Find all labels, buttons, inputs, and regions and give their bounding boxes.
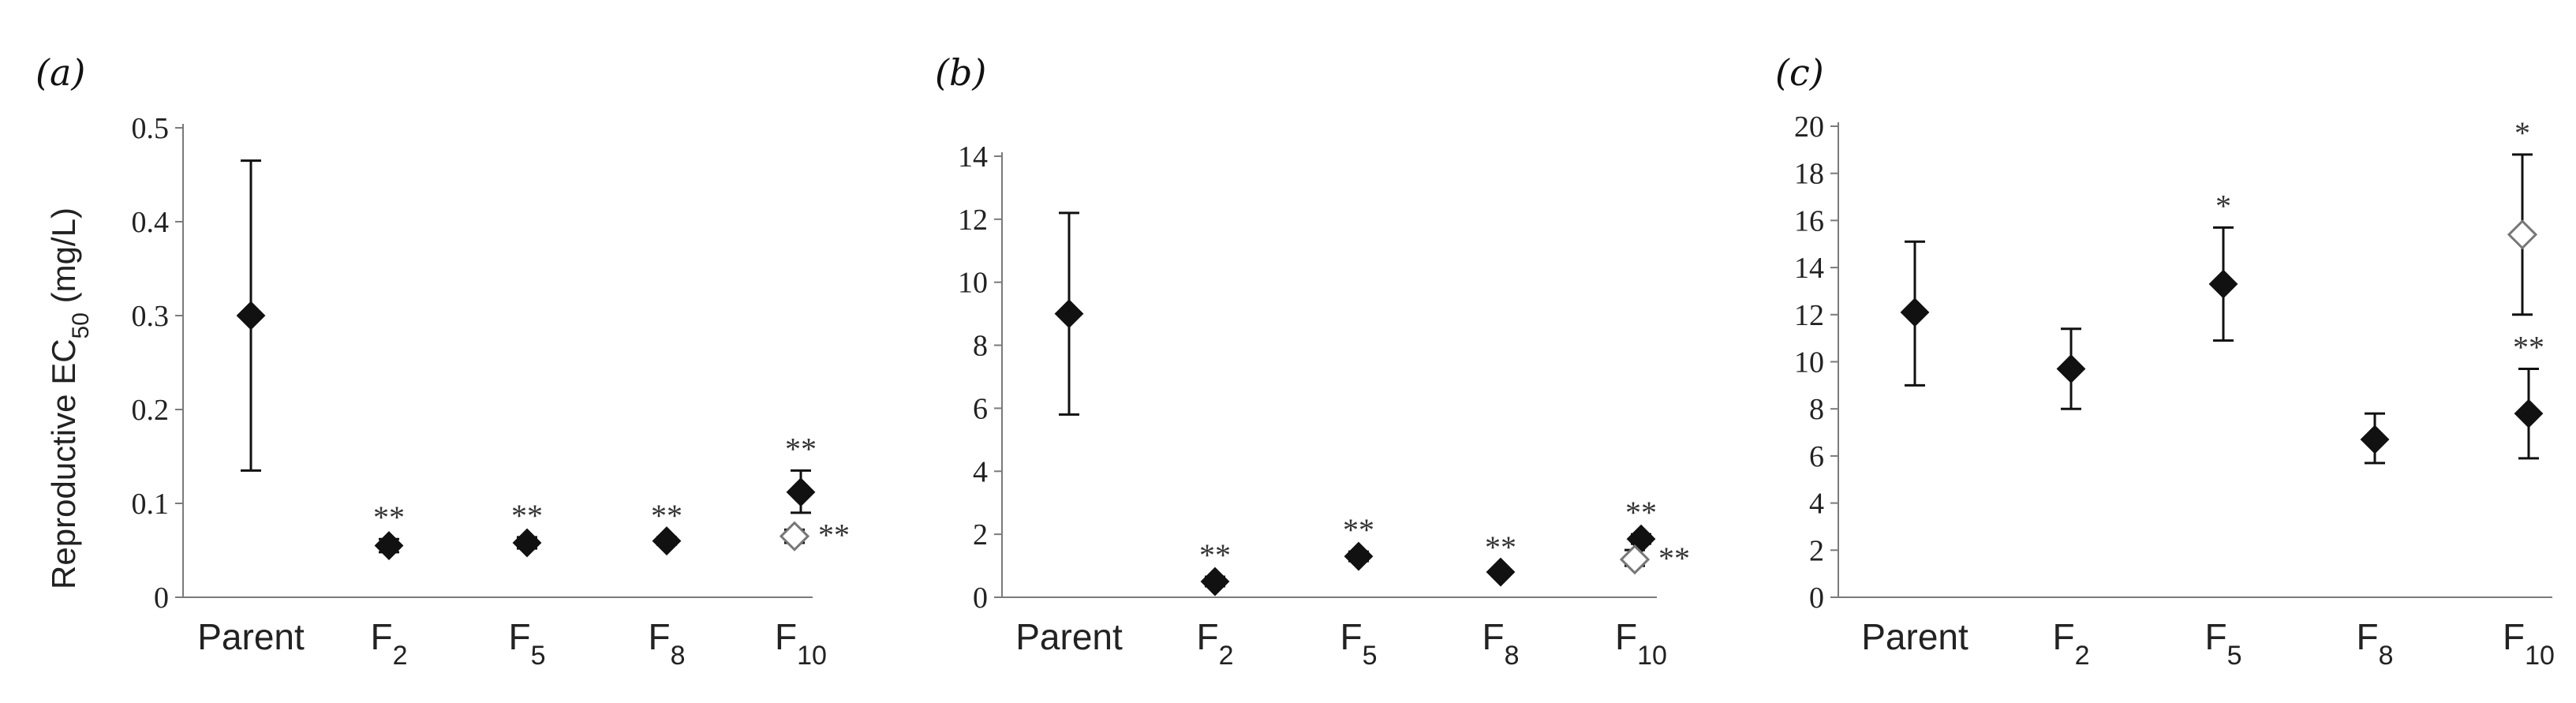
significance-marker: ** bbox=[2513, 329, 2544, 365]
panel-label: (c) bbox=[1775, 51, 1824, 94]
y-tick-label: 4 bbox=[1809, 488, 1824, 521]
data-point-filled-diamond bbox=[1900, 297, 1930, 327]
data-point-filled-diamond bbox=[2056, 354, 2086, 383]
x-tick-label: F2 bbox=[1196, 616, 1233, 671]
y-tick-label: 0.1 bbox=[132, 488, 170, 521]
significance-marker: ** bbox=[785, 431, 817, 466]
y-tick-label: 12 bbox=[958, 204, 988, 237]
y-tick-label: 0 bbox=[973, 581, 988, 615]
y-tick-label: 0.4 bbox=[132, 206, 170, 239]
panel-label: (a) bbox=[36, 51, 85, 94]
panel-a: (a) 0 0.1 0.2 0.3 0.4 0.5 Parent F2 F5 F8 F10 ** ** **… bbox=[36, 51, 850, 671]
y-tick-label: 12 bbox=[1794, 299, 1824, 332]
y-tick-label: 0 bbox=[154, 581, 169, 615]
y-tick-label: 6 bbox=[973, 392, 988, 425]
y-tick-label: 10 bbox=[958, 267, 988, 300]
y-tick-label: 10 bbox=[1794, 346, 1824, 380]
data-point-open-diamond bbox=[2507, 219, 2538, 250]
data-point-filled-diamond bbox=[1486, 557, 1516, 587]
x-tick-label: F5 bbox=[508, 616, 545, 671]
y-axis-title: Reproductive EC50 (mg/L) bbox=[45, 208, 94, 589]
significance-marker: ** bbox=[1199, 537, 1231, 573]
data-point-open-diamond bbox=[779, 521, 810, 552]
x-tick-label: F10 bbox=[1615, 616, 1667, 671]
x-tick-label: Parent bbox=[1015, 616, 1123, 657]
data-point-filled-diamond bbox=[236, 301, 266, 331]
y-tick-label: 0.3 bbox=[132, 300, 170, 333]
significance-marker: ** bbox=[1343, 512, 1374, 548]
x-tick-label: F2 bbox=[2052, 616, 2089, 671]
data-point-filled-diamond bbox=[1344, 541, 1374, 571]
significance-marker: ** bbox=[1625, 495, 1657, 530]
significance-marker: ** bbox=[818, 518, 850, 553]
y-tick-label: 2 bbox=[973, 518, 988, 552]
y-axis-title-unit: (mg/L) bbox=[45, 208, 82, 312]
data-point-filled-diamond bbox=[512, 528, 542, 558]
y-tick-label: 0.5 bbox=[132, 112, 170, 145]
y-tick-label: 8 bbox=[1809, 393, 1824, 426]
x-tick-label: Parent bbox=[197, 616, 305, 657]
y-axis-title-main: Reproductive EC bbox=[45, 338, 82, 589]
y-tick-label: 2 bbox=[1809, 534, 1824, 567]
y-tick-label: 20 bbox=[1794, 110, 1824, 144]
significance-marker: * bbox=[2215, 188, 2231, 223]
data-point-filled-diamond bbox=[2514, 398, 2544, 428]
y-tick-label: 6 bbox=[1809, 440, 1824, 473]
y-tick-label: 0.2 bbox=[132, 394, 170, 427]
x-tick-label: F8 bbox=[1482, 616, 1519, 671]
x-tick-label: Parent bbox=[1861, 616, 1968, 657]
data-point-filled-diamond bbox=[374, 531, 404, 560]
data-point-filled-diamond bbox=[2208, 269, 2238, 299]
y-tick-label: 16 bbox=[1794, 204, 1824, 237]
data-point-filled-diamond bbox=[786, 477, 816, 507]
panel-label: (b) bbox=[935, 51, 986, 94]
significance-marker: ** bbox=[1658, 540, 1690, 576]
y-tick-label: 8 bbox=[973, 330, 988, 363]
y-tick-label: 4 bbox=[973, 455, 988, 488]
y-tick-label: 14 bbox=[1794, 252, 1824, 285]
data-point-filled-diamond bbox=[2360, 424, 2390, 454]
data-point-filled-diamond bbox=[1200, 567, 1230, 596]
x-tick-label: F10 bbox=[2503, 616, 2555, 671]
data-point-filled-diamond bbox=[1054, 299, 1084, 329]
significance-marker: ** bbox=[511, 498, 543, 533]
y-tick-label: 0 bbox=[1809, 581, 1824, 615]
y-axis-title-text: Reproductive EC50 (mg/L) bbox=[45, 208, 94, 589]
significance-marker: ** bbox=[651, 498, 682, 533]
data-point-open-diamond bbox=[1619, 544, 1651, 575]
x-tick-label: F8 bbox=[2356, 616, 2393, 671]
x-tick-label: F10 bbox=[775, 616, 827, 671]
x-tick-label: F8 bbox=[648, 616, 685, 671]
y-axis-title-subscript: 50 bbox=[68, 312, 94, 338]
y-tick-label: 18 bbox=[1794, 158, 1824, 191]
significance-marker: * bbox=[2514, 115, 2530, 151]
data-point-filled-diamond bbox=[652, 526, 682, 556]
x-tick-label: F5 bbox=[2204, 616, 2241, 671]
x-tick-label: F2 bbox=[370, 616, 407, 671]
y-tick-label: 14 bbox=[958, 140, 988, 174]
x-tick-label: F5 bbox=[1340, 616, 1377, 671]
significance-marker: ** bbox=[1485, 529, 1516, 565]
significance-marker: ** bbox=[373, 499, 405, 535]
